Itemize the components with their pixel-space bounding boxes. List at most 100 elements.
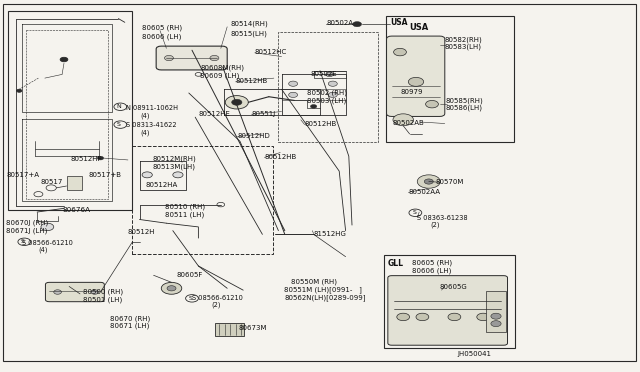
Circle shape — [426, 100, 438, 108]
Circle shape — [232, 99, 242, 105]
Text: 80605F: 80605F — [177, 272, 203, 278]
Circle shape — [477, 313, 490, 321]
Circle shape — [164, 55, 173, 61]
Circle shape — [448, 313, 461, 321]
Circle shape — [424, 179, 433, 184]
Text: 80671 (LH): 80671 (LH) — [110, 323, 150, 330]
Text: 80551J: 80551J — [252, 111, 276, 117]
Text: USA: USA — [390, 18, 408, 27]
Circle shape — [394, 48, 406, 56]
Text: 80570M: 80570M — [435, 179, 463, 185]
Circle shape — [142, 172, 152, 178]
Circle shape — [328, 92, 337, 97]
Circle shape — [17, 89, 22, 92]
Text: 80585(RH): 80585(RH) — [445, 97, 483, 104]
Circle shape — [393, 114, 413, 126]
Text: 80671J (LH): 80671J (LH) — [6, 227, 48, 234]
Circle shape — [310, 105, 317, 108]
Text: S: S — [412, 210, 416, 215]
Text: 80511 (LH): 80511 (LH) — [165, 211, 204, 218]
Text: 80670 (RH): 80670 (RH) — [110, 315, 150, 322]
Circle shape — [353, 22, 362, 27]
Circle shape — [328, 81, 337, 86]
Text: S 08363-61238: S 08363-61238 — [417, 215, 468, 221]
Text: 80979: 80979 — [401, 89, 423, 95]
Text: 80503 (LH): 80503 (LH) — [307, 97, 346, 104]
Text: 80517+A: 80517+A — [6, 172, 40, 178]
Circle shape — [491, 313, 501, 319]
Circle shape — [161, 282, 182, 294]
Text: 80512M(RH): 80512M(RH) — [152, 156, 196, 163]
Text: 80500 (RH): 80500 (RH) — [83, 289, 124, 295]
Text: 80512HC: 80512HC — [255, 49, 287, 55]
Bar — [67, 176, 82, 190]
Text: 80609 (LH): 80609 (LH) — [200, 73, 240, 79]
Circle shape — [408, 77, 424, 86]
Circle shape — [416, 313, 429, 321]
Bar — [278, 32, 378, 142]
FancyBboxPatch shape — [387, 36, 445, 116]
Text: S: S — [21, 239, 25, 244]
Text: 80501 (LH): 80501 (LH) — [83, 296, 122, 303]
Text: 80502 (RH): 80502 (RH) — [307, 90, 347, 96]
Text: 80515(LH): 80515(LH) — [230, 30, 268, 37]
Text: 80606 (LH): 80606 (LH) — [412, 267, 452, 274]
Text: 80605 (RH): 80605 (RH) — [142, 25, 182, 31]
Circle shape — [54, 290, 61, 294]
Text: 80512HB: 80512HB — [264, 154, 296, 160]
Text: (4): (4) — [38, 247, 48, 253]
Text: 80562N(LH)[0289-099]: 80562N(LH)[0289-099] — [284, 294, 365, 301]
Text: 80586(LH): 80586(LH) — [445, 105, 483, 111]
Bar — [386, 16, 514, 142]
Circle shape — [60, 57, 68, 62]
Text: (4): (4) — [141, 129, 150, 136]
Text: 80512HD: 80512HD — [237, 133, 270, 139]
Circle shape — [491, 321, 501, 327]
Text: S 08313-41622: S 08313-41622 — [126, 122, 177, 128]
FancyBboxPatch shape — [45, 282, 104, 302]
Bar — [215, 323, 244, 336]
Circle shape — [225, 96, 248, 109]
Text: 80510 (RH): 80510 (RH) — [165, 204, 205, 211]
Text: 80502E: 80502E — [310, 71, 337, 77]
Circle shape — [91, 290, 99, 294]
Text: 80605G: 80605G — [439, 284, 467, 290]
Circle shape — [397, 313, 410, 321]
Circle shape — [41, 223, 54, 231]
Text: 80606 (LH): 80606 (LH) — [142, 34, 182, 41]
FancyBboxPatch shape — [156, 46, 227, 70]
Circle shape — [167, 286, 176, 291]
Text: 80550M (RH): 80550M (RH) — [291, 278, 337, 285]
Text: S: S — [189, 296, 193, 301]
Text: 80517+B: 80517+B — [88, 172, 122, 178]
Text: 80551M (LH)[0991-   ]: 80551M (LH)[0991- ] — [284, 286, 362, 293]
Text: (2): (2) — [430, 222, 440, 228]
FancyBboxPatch shape — [388, 276, 508, 345]
Text: 80583(LH): 80583(LH) — [444, 44, 481, 51]
Text: 80670J (RH): 80670J (RH) — [6, 220, 49, 227]
Bar — [8, 11, 132, 210]
Text: S: S — [116, 122, 120, 127]
Text: (4): (4) — [141, 112, 150, 119]
Text: 80512HF: 80512HF — [70, 156, 102, 162]
Text: 80502A: 80502A — [326, 20, 353, 26]
Text: GLL: GLL — [388, 259, 404, 267]
Text: 80605 (RH): 80605 (RH) — [412, 260, 452, 266]
Circle shape — [210, 55, 219, 61]
Circle shape — [173, 172, 183, 178]
Text: 80512HA: 80512HA — [146, 182, 178, 188]
Circle shape — [326, 72, 333, 77]
Text: 80582(RH): 80582(RH) — [444, 36, 482, 43]
Text: 80502AA: 80502AA — [408, 189, 440, 195]
Text: N 08911-1062H: N 08911-1062H — [126, 105, 178, 111]
Text: USA: USA — [410, 23, 429, 32]
Text: JH050041: JH050041 — [457, 351, 491, 357]
Text: 81512HG: 81512HG — [314, 231, 346, 237]
Circle shape — [417, 175, 440, 188]
Text: 80502AB: 80502AB — [393, 120, 425, 126]
Bar — [132, 146, 273, 254]
Text: S 08566-61210: S 08566-61210 — [192, 295, 243, 301]
Circle shape — [97, 156, 104, 160]
Bar — [384, 255, 515, 348]
Text: 80512H: 80512H — [128, 229, 156, 235]
